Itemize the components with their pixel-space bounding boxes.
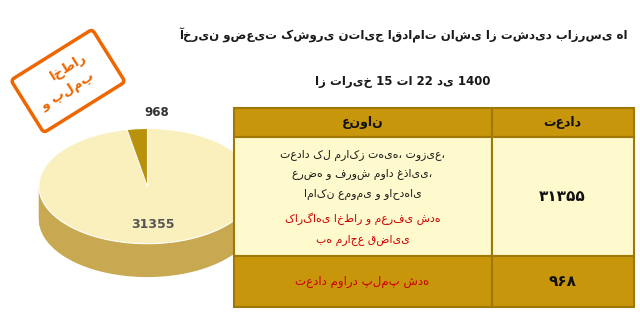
Text: به مراجع قضایی: به مراجع قضایی	[316, 235, 410, 246]
Polygon shape	[39, 131, 255, 246]
Text: آخرین وضعیت کشوری نتایج اقدامات ناشی از تشدید بازرسی ها: آخرین وضعیت کشوری نتایج اقدامات ناشی از …	[179, 27, 627, 43]
Polygon shape	[39, 154, 255, 269]
Polygon shape	[127, 157, 147, 215]
Polygon shape	[39, 162, 255, 277]
Bar	[234, 256, 492, 307]
Polygon shape	[127, 133, 147, 191]
Text: کارگاهی اخطار و معرفی شده: کارگاهی اخطار و معرفی شده	[285, 213, 440, 225]
Polygon shape	[127, 131, 147, 188]
Text: ۳۱۳۵۵: ۳۱۳۵۵	[540, 189, 586, 204]
Text: 31355: 31355	[131, 217, 174, 230]
Text: تعداد: تعداد	[543, 116, 582, 129]
Polygon shape	[127, 146, 147, 204]
Polygon shape	[127, 144, 147, 202]
Polygon shape	[39, 157, 255, 272]
Polygon shape	[39, 137, 255, 253]
Polygon shape	[39, 152, 255, 267]
Polygon shape	[39, 160, 255, 275]
Polygon shape	[127, 134, 147, 192]
Polygon shape	[127, 130, 147, 187]
Bar	[234, 137, 492, 256]
Text: 968: 968	[144, 106, 169, 119]
Polygon shape	[39, 138, 255, 254]
Polygon shape	[39, 128, 255, 244]
Polygon shape	[39, 136, 255, 251]
Polygon shape	[127, 143, 147, 201]
FancyBboxPatch shape	[12, 31, 124, 131]
Polygon shape	[39, 130, 255, 245]
Polygon shape	[127, 153, 147, 211]
Polygon shape	[127, 142, 147, 200]
Polygon shape	[39, 145, 255, 260]
Polygon shape	[127, 152, 147, 209]
Polygon shape	[127, 148, 147, 205]
Polygon shape	[39, 133, 255, 248]
Polygon shape	[127, 138, 147, 196]
Text: تعداد موارد پلمپ شده: تعداد موارد پلمپ شده	[296, 275, 429, 288]
Polygon shape	[39, 146, 255, 261]
Polygon shape	[127, 139, 147, 197]
Text: تعداد کل مراکز تهیه، توزیع،: تعداد کل مراکز تهیه، توزیع،	[280, 150, 445, 161]
Polygon shape	[127, 156, 147, 214]
Polygon shape	[127, 128, 147, 186]
Polygon shape	[127, 141, 147, 198]
Polygon shape	[127, 135, 147, 193]
Polygon shape	[39, 141, 255, 256]
Polygon shape	[127, 151, 147, 208]
Polygon shape	[39, 153, 255, 268]
Text: از تاریخ 15 تا 22 دی 1400: از تاریخ 15 تا 22 دی 1400	[316, 76, 491, 88]
Text: عرضه و فروش مواد غذایی،: عرضه و فروش مواد غذایی،	[292, 169, 433, 180]
Polygon shape	[127, 132, 147, 190]
Polygon shape	[39, 151, 255, 266]
Polygon shape	[39, 135, 255, 250]
Polygon shape	[127, 162, 147, 219]
Text: عنوان: عنوان	[342, 116, 383, 129]
Polygon shape	[39, 142, 255, 257]
Polygon shape	[39, 150, 255, 265]
Polygon shape	[39, 143, 255, 258]
Polygon shape	[127, 149, 147, 206]
Polygon shape	[39, 156, 255, 271]
Polygon shape	[127, 137, 147, 195]
Polygon shape	[39, 134, 255, 249]
Polygon shape	[39, 139, 255, 255]
Polygon shape	[127, 136, 147, 194]
Text: اماکن عمومی و واحدهای: اماکن عمومی و واحدهای	[304, 189, 422, 200]
Polygon shape	[127, 150, 147, 207]
Polygon shape	[127, 145, 147, 203]
Polygon shape	[127, 161, 147, 218]
Polygon shape	[39, 144, 255, 259]
Polygon shape	[39, 155, 255, 270]
Text: ۹۶۸: ۹۶۸	[548, 274, 577, 289]
Polygon shape	[39, 149, 255, 264]
Bar	[492, 108, 634, 137]
Polygon shape	[127, 154, 147, 212]
Polygon shape	[39, 161, 255, 276]
Polygon shape	[39, 148, 255, 263]
Polygon shape	[127, 159, 147, 216]
Polygon shape	[127, 155, 147, 213]
Bar	[492, 256, 634, 307]
Polygon shape	[39, 159, 255, 274]
Polygon shape	[39, 132, 255, 247]
Polygon shape	[127, 160, 147, 217]
Text: و پلمپ: و پلمپ	[38, 69, 97, 113]
Text: اخطار: اخطار	[47, 51, 88, 83]
Bar	[234, 108, 492, 137]
Bar	[492, 137, 634, 256]
